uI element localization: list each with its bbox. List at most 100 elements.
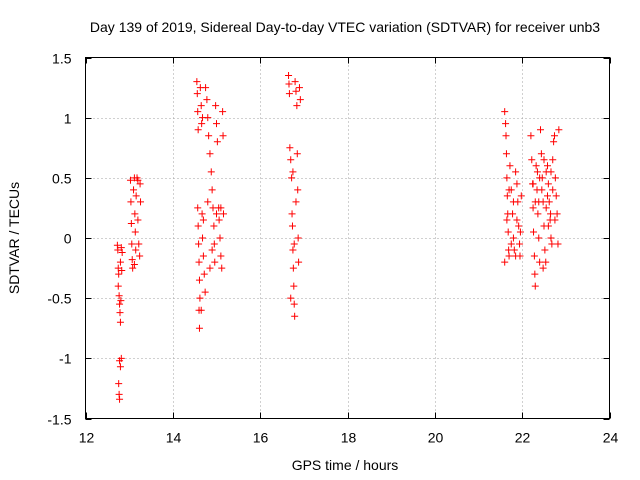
data-point — [201, 288, 209, 296]
data-point — [506, 162, 514, 170]
data-point — [551, 216, 559, 224]
data-point — [505, 252, 513, 260]
data-point — [501, 108, 509, 116]
data-point — [548, 240, 556, 248]
data-point — [544, 180, 552, 188]
data-point — [293, 150, 301, 158]
data-point — [215, 216, 223, 224]
data-point — [128, 240, 136, 248]
data-point — [204, 198, 212, 206]
data-point — [126, 176, 134, 184]
data-point — [289, 246, 297, 254]
data-point — [551, 174, 559, 182]
data-point — [136, 252, 144, 260]
x-tick-label: 22 — [515, 430, 531, 446]
data-point — [130, 260, 138, 268]
data-point — [291, 312, 299, 320]
data-point — [547, 234, 555, 242]
data-point — [287, 294, 295, 302]
data-point — [533, 168, 541, 176]
y-tick-label: 0.5 — [52, 171, 72, 187]
data-point — [290, 300, 298, 308]
data-point — [116, 258, 124, 266]
data-point — [197, 102, 205, 110]
data-point — [502, 150, 510, 158]
data-point — [549, 186, 557, 194]
data-point — [530, 228, 538, 236]
data-point — [536, 258, 544, 266]
data-point — [118, 266, 126, 274]
data-point — [206, 264, 214, 272]
data-point — [541, 246, 549, 254]
data-point — [129, 264, 137, 272]
data-point — [513, 216, 521, 224]
data-point — [205, 132, 213, 140]
y-axis-label: SDTVAR / TECUs — [6, 182, 22, 294]
data-point — [512, 252, 520, 260]
data-point — [288, 210, 296, 218]
x-tick-label: 18 — [341, 430, 357, 446]
data-point — [211, 258, 219, 266]
data-point — [116, 363, 124, 371]
data-point — [213, 120, 220, 128]
data-point — [206, 150, 214, 158]
data-point — [553, 210, 561, 218]
data-point — [529, 180, 537, 188]
data-point — [537, 150, 545, 158]
data-point — [531, 270, 539, 278]
x-tick-label: 16 — [253, 430, 269, 446]
y-tick-label: 1 — [64, 111, 72, 127]
data-point — [291, 78, 299, 86]
chart-title: Day 139 of 2019, Sidereal Day-to-day VTE… — [90, 19, 600, 35]
data-point — [199, 216, 207, 224]
data-point — [516, 240, 524, 248]
y-tick-label: -1.5 — [47, 412, 71, 428]
data-point — [552, 192, 560, 200]
data-point — [295, 84, 303, 92]
data-point — [127, 198, 135, 206]
y-tick-labels: 1.5 1 0.5 0 -0.5 -1 -1.5 — [47, 51, 71, 428]
data-point — [218, 264, 226, 272]
data-point — [134, 216, 142, 224]
data-point — [198, 120, 206, 128]
data-point — [505, 186, 513, 194]
data-point — [529, 204, 537, 212]
data-point — [115, 292, 123, 300]
data-point — [286, 144, 294, 152]
data-point — [117, 297, 125, 305]
data-point — [509, 210, 517, 218]
data-point — [296, 96, 304, 104]
data-points — [113, 72, 563, 403]
data-point — [127, 220, 135, 228]
data-point — [288, 174, 296, 182]
data-point — [219, 210, 227, 218]
data-point — [116, 395, 124, 403]
data-point — [195, 258, 203, 266]
data-point — [217, 252, 225, 260]
x-tick-label: 14 — [166, 430, 182, 446]
data-point — [537, 126, 545, 134]
data-point — [293, 102, 301, 110]
data-point — [501, 258, 509, 266]
data-point — [219, 132, 227, 140]
data-point — [539, 264, 547, 272]
data-point — [217, 204, 225, 212]
data-point — [547, 210, 555, 218]
data-point — [290, 240, 298, 248]
data-point — [193, 78, 201, 86]
data-point — [502, 120, 510, 128]
data-point — [193, 90, 201, 98]
data-point — [549, 156, 557, 164]
data-point — [207, 168, 215, 176]
data-point — [216, 234, 224, 242]
data-point — [210, 222, 218, 230]
data-point — [194, 108, 202, 116]
data-point — [545, 198, 553, 206]
data-point — [502, 132, 510, 140]
y-tick-label: 0 — [64, 231, 72, 247]
data-point — [288, 222, 296, 230]
data-point — [535, 234, 543, 242]
data-point — [199, 114, 207, 122]
data-point — [289, 264, 297, 272]
data-point — [504, 228, 512, 236]
